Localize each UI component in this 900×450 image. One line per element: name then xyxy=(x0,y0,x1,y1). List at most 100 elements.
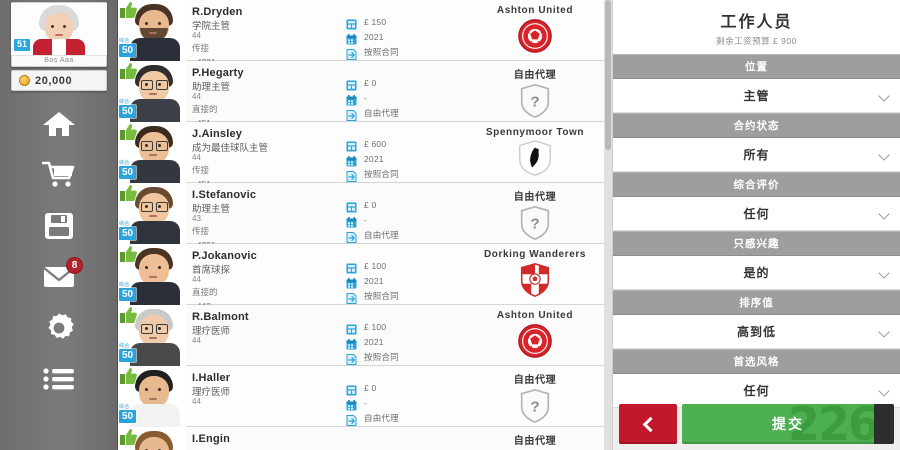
club-name: 自由代理 xyxy=(513,70,557,81)
chevron-down-icon xyxy=(878,385,890,397)
glasses-icon xyxy=(141,141,168,151)
wage-value: £ 0 xyxy=(364,200,377,210)
wage-value: £ 100 xyxy=(364,261,387,271)
save-icon xyxy=(44,212,74,240)
glasses-icon xyxy=(141,324,168,334)
filter-select-2[interactable]: 任何 xyxy=(613,197,900,231)
filter-select-5[interactable]: 任何 xyxy=(613,374,900,408)
list-scrollbar[interactable] xyxy=(604,0,612,450)
nav-inbox[interactable]: 8 xyxy=(36,257,83,294)
filter-select-4[interactable]: 高到低 xyxy=(613,315,900,349)
staff-age: 43 xyxy=(192,214,201,223)
scrollbar-thumb[interactable] xyxy=(605,0,611,150)
staff-portrait: 综合 50 xyxy=(118,122,186,183)
filter-value-0: 主管 xyxy=(743,89,770,103)
contract-icon xyxy=(346,108,357,121)
staff-portrait: 综合 50 xyxy=(118,305,186,366)
wage-value: £ 0 xyxy=(364,383,377,393)
contract-year: - xyxy=(364,215,368,225)
staff-club: 自由代理? xyxy=(466,61,604,120)
staff-name: R.Dryden xyxy=(192,6,243,18)
staff-club: Dorking Wanderers xyxy=(466,244,604,299)
thumbs-up-icon xyxy=(120,2,137,23)
staff-club: 自由代理? xyxy=(466,427,604,450)
panel-title: 工作人员 xyxy=(720,14,793,31)
wage-value: £ 0 xyxy=(364,78,377,88)
chevron-down-icon xyxy=(878,149,890,161)
nav-shop[interactable] xyxy=(36,158,82,192)
rating-sublabel: 综合 xyxy=(119,404,130,410)
staff-avatar xyxy=(130,126,180,183)
staff-style: 传接 xyxy=(192,226,210,236)
nav-menu[interactable] xyxy=(36,362,82,396)
wage-icon xyxy=(346,261,357,273)
nav-save[interactable] xyxy=(36,209,82,243)
stat-contract: - xyxy=(346,92,466,105)
club-name: 自由代理 xyxy=(513,192,557,203)
staff-row[interactable]: 综合 50 I.Haller 理疗医师 44 £ 0- 自由代理 自由代理? xyxy=(118,366,604,427)
manager-card[interactable]: 51 Bos Aaa xyxy=(11,2,107,67)
contract-icon xyxy=(346,47,357,60)
thumbs-up-icon xyxy=(120,368,137,389)
filter-select-3[interactable]: 是的 xyxy=(613,256,900,290)
staff-name: J.Ainsley xyxy=(192,128,243,140)
filter-value-2: 任何 xyxy=(743,207,770,221)
crest-spennymoor-town xyxy=(519,140,551,176)
staff-stats: £ 100 2021 按照合同 xyxy=(346,305,466,365)
filter-label-2: 综合评价 xyxy=(613,172,900,197)
money-bar[interactable]: 20,000 xyxy=(11,70,107,91)
staff-style: 传接 xyxy=(192,165,210,175)
submit-label: 提交 xyxy=(772,416,804,432)
nav-home[interactable] xyxy=(36,107,82,141)
staff-row[interactable]: I.Engin 自由代理? xyxy=(118,427,604,450)
svg-text:?: ? xyxy=(530,216,539,233)
stat-status: 按照合同 xyxy=(346,290,466,304)
back-arrow-icon xyxy=(642,416,658,432)
staff-role: 理疗医师 xyxy=(192,326,231,337)
filter-label-0: 位置 xyxy=(613,54,900,79)
chevron-down-icon xyxy=(878,208,890,220)
crest-ashton-united xyxy=(518,19,552,53)
staff-avatar xyxy=(130,309,180,366)
staff-row[interactable]: 综合 50 R.Balmont 理疗医师 44 £ 100 2021 按照合同 Ashton U… xyxy=(118,305,604,366)
staff-avatar xyxy=(130,248,180,305)
staff-info: I.Engin xyxy=(186,427,346,445)
contract-icon xyxy=(346,291,357,304)
contract-icon xyxy=(346,230,357,243)
stat-contract: - xyxy=(346,214,466,227)
staff-role: 首席球探 xyxy=(192,265,231,276)
staff-club: 自由代理? xyxy=(466,183,604,242)
crest-free-agent: ? xyxy=(520,83,550,119)
staff-avatar xyxy=(130,187,180,244)
staff-name: I.Stefanovic xyxy=(192,189,257,201)
nav-settings[interactable] xyxy=(36,311,82,345)
stat-status: 自由代理 xyxy=(346,229,466,243)
staff-age: 44 xyxy=(192,397,201,406)
staff-age: 44 xyxy=(192,153,201,162)
filter-header: 工作人员 剩余工资预算 £ 900 xyxy=(613,0,900,54)
wage-icon xyxy=(346,139,357,151)
submit-button[interactable]: 提交 2265 xyxy=(682,404,894,444)
contract-year: 2021 xyxy=(364,337,384,347)
filter-select-1[interactable]: 所有 xyxy=(613,138,900,172)
home-icon xyxy=(42,110,76,138)
rating-sublabel: 综合 xyxy=(119,282,130,288)
stat-status: 按照合同 xyxy=(346,168,466,182)
club-name: Spennymoor Town xyxy=(485,127,585,138)
staff-avatar xyxy=(130,4,180,61)
filter-select-0[interactable]: 主管 xyxy=(613,79,900,113)
thumbs-up-icon xyxy=(120,246,137,267)
stat-wage: £ 150 xyxy=(346,16,466,29)
rating-sublabel: 综合 xyxy=(119,221,130,227)
staff-age: 44 xyxy=(192,92,201,101)
staff-style: 直接的 xyxy=(192,287,218,297)
back-button[interactable] xyxy=(619,404,677,444)
stat-status: 自由代理 xyxy=(346,107,466,121)
